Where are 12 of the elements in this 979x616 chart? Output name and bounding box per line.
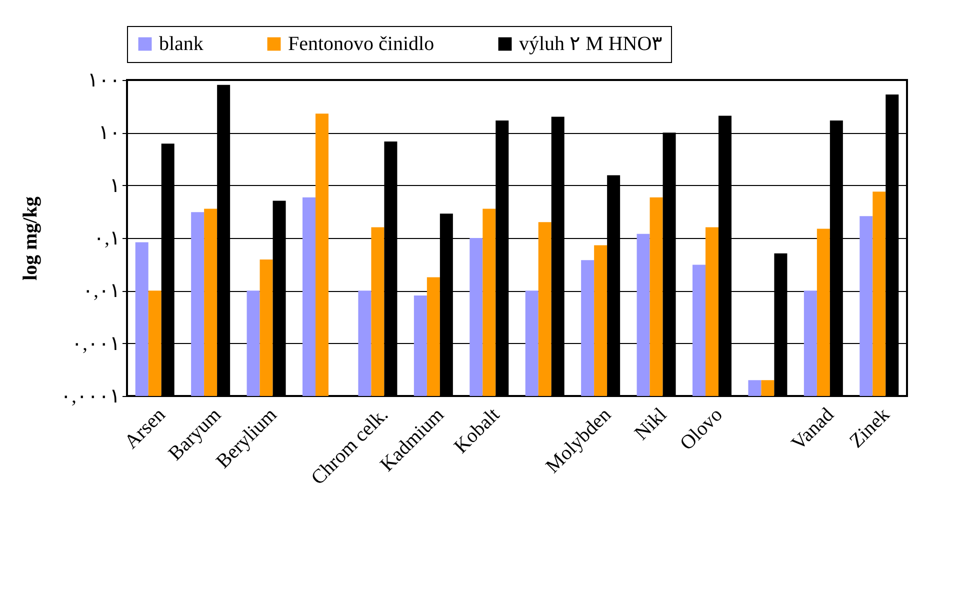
legend-label: výluh ٢ M HNO٣ [519, 33, 663, 55]
y-tick-label: ٠,٠٠١ [72, 332, 120, 355]
legend-label: Fentonovo činidlo [288, 33, 434, 55]
y-tick-label: ١٠ [98, 122, 120, 144]
x-tick-label: Nikl [630, 403, 672, 444]
legend-label: blank [159, 33, 204, 55]
y-tick-label: ٠,٠٠٠١ [60, 386, 120, 408]
y-tick-label: ١ [110, 174, 120, 197]
y-tick-label: ٠,٠١ [82, 280, 120, 302]
y-tick-label: ٠,١ [94, 228, 120, 250]
y-tick-label: ١٠٠ [88, 70, 120, 92]
y-axis-title: log mg/kg [20, 196, 42, 280]
